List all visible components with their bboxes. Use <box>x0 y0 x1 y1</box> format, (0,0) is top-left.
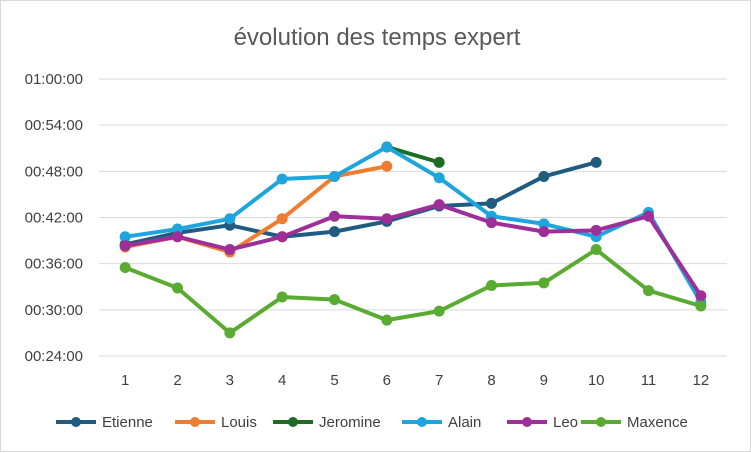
y-tick-label: 00:48:00 <box>25 163 83 180</box>
legend-marker <box>522 417 532 427</box>
legend-item-jeromine: Jeromine <box>273 414 381 431</box>
data-point <box>433 199 445 211</box>
legend-label: Jeromine <box>319 414 381 431</box>
series-maxence <box>119 244 707 339</box>
data-point <box>538 277 550 289</box>
series-line <box>123 144 703 305</box>
data-point <box>276 231 288 243</box>
data-point <box>329 226 340 238</box>
legend-marker <box>288 417 298 427</box>
data-point <box>695 300 707 312</box>
legend-label: Leo <box>553 414 578 431</box>
legend-marker <box>71 417 81 427</box>
data-point <box>224 327 236 339</box>
y-axis-tick-labels: 00:24:00 00:30:00 00:36:00 00:42:00 00:48:00… <box>25 71 83 365</box>
legend-marker <box>417 417 427 427</box>
data-point <box>224 244 236 256</box>
legend-item-louis: Louis <box>175 414 257 431</box>
legend-marker <box>596 417 606 427</box>
data-point <box>119 262 131 274</box>
y-tick-label: 00:42:00 <box>25 210 83 227</box>
x-tick-label: 4 <box>278 372 286 389</box>
data-point <box>433 156 445 168</box>
data-point <box>538 170 550 182</box>
y-tick-label: 00:54:00 <box>25 117 83 134</box>
legend-item-maxence: Maxence <box>581 414 688 431</box>
x-tick-label: 3 <box>226 372 234 389</box>
legend-marker <box>190 417 200 427</box>
data-point <box>486 197 497 209</box>
legend-item-alain: Alain <box>402 414 481 431</box>
x-tick-label: 6 <box>383 372 391 389</box>
chart-title: évolution des temps expert <box>234 24 521 51</box>
data-point <box>224 213 236 225</box>
x-tick-label: 8 <box>487 372 495 389</box>
series-lines <box>119 141 707 339</box>
y-tick-label: 00:30:00 <box>25 302 83 319</box>
data-point <box>276 173 288 185</box>
x-tick-label: 11 <box>641 372 657 389</box>
data-point <box>590 156 602 168</box>
series-line <box>384 144 442 165</box>
data-point <box>172 231 183 243</box>
y-tick-label: 00:36:00 <box>25 256 83 273</box>
legend: Etienne Louis Jeromine Alain Leo Maxence <box>56 414 688 431</box>
data-point <box>172 282 183 294</box>
x-axis-tick-labels: 1 2 3 4 5 6 7 8 9 10 11 12 <box>121 372 709 389</box>
data-point <box>381 160 393 172</box>
data-point <box>276 213 288 225</box>
series-line <box>123 202 703 298</box>
data-point <box>381 141 393 153</box>
x-tick-label: 1 <box>121 372 129 389</box>
data-point <box>643 285 654 297</box>
series-line <box>123 247 703 335</box>
data-point <box>695 290 707 302</box>
data-point <box>433 172 445 184</box>
data-point <box>381 314 393 326</box>
x-tick-label: 12 <box>692 372 709 389</box>
legend-label: Etienne <box>102 414 153 431</box>
data-point <box>381 213 393 225</box>
data-point <box>590 244 602 256</box>
x-tick-label: 10 <box>588 372 605 389</box>
data-point <box>486 217 497 229</box>
x-tick-label: 5 <box>330 372 338 389</box>
data-point <box>329 294 340 306</box>
data-point <box>433 305 445 317</box>
legend-label: Maxence <box>627 414 688 431</box>
data-point <box>276 291 288 303</box>
data-point <box>538 226 550 238</box>
legend-item-leo: Leo <box>507 414 578 431</box>
data-point <box>329 210 340 222</box>
legend-item-etienne: Etienne <box>56 414 153 431</box>
x-tick-label: 2 <box>173 372 181 389</box>
legend-label: Alain <box>448 414 481 431</box>
y-tick-label: 00:24:00 <box>25 348 83 365</box>
series-line <box>123 160 599 247</box>
y-tick-label: 01:00:00 <box>25 71 83 88</box>
x-tick-label: 7 <box>435 372 443 389</box>
data-point <box>643 210 654 222</box>
x-tick-label: 9 <box>540 372 548 389</box>
data-point <box>486 279 497 291</box>
data-point <box>119 240 131 252</box>
legend-label: Louis <box>221 414 257 431</box>
data-point <box>590 224 602 236</box>
data-point <box>329 170 340 182</box>
